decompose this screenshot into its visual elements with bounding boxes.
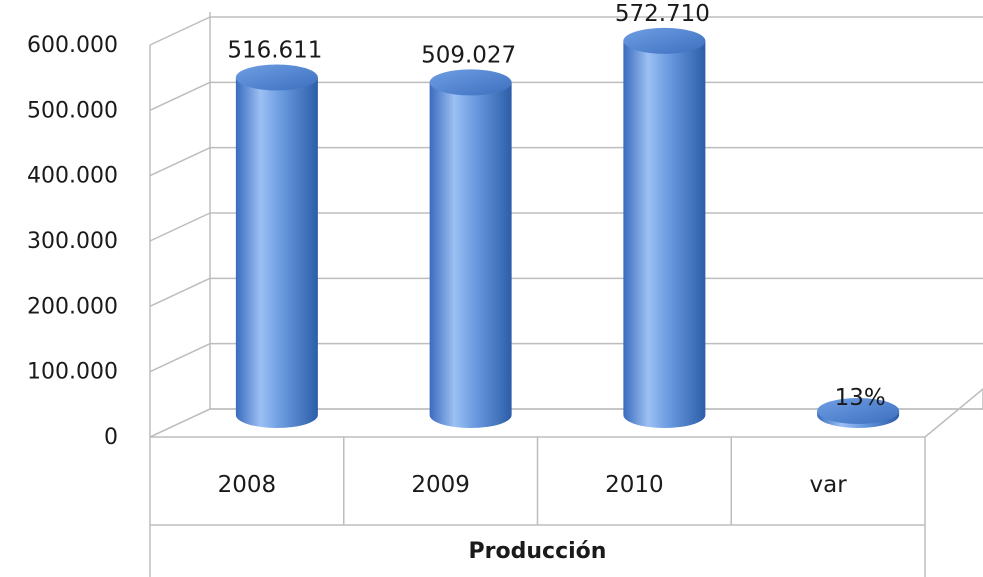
bar-top [817, 398, 900, 424]
y-tick-label: 300.000 [27, 229, 118, 254]
bar-top [623, 27, 706, 54]
y-tick-label: 400.000 [27, 164, 118, 189]
gridline-depth [149, 277, 211, 308]
x-axis-table: 2008 2009 2010 var Producción [149, 437, 926, 577]
bar-2008 [235, 64, 318, 429]
y-axis-ticks: 0 100.000 200.000 300.000 400.000 500.000 600.… [27, 33, 118, 450]
y-tick-label: 0 [104, 425, 118, 450]
data-label: 509.027 [421, 42, 516, 68]
y-tick-label: 600.000 [27, 33, 118, 58]
x-tick-label: 2008 [218, 472, 277, 498]
bar-body [429, 82, 512, 429]
gridline-depth [149, 16, 211, 46]
bars [235, 27, 900, 429]
bar-body [235, 77, 318, 429]
x-tick-label: var [810, 472, 848, 498]
data-label: 13% [835, 385, 886, 411]
y-tick-label: 500.000 [27, 98, 118, 123]
data-labels: 516.611 509.027 572.710 13% [227, 1, 885, 411]
x-axis-label: Producción [469, 539, 607, 564]
gridline-depth [149, 212, 211, 242]
data-label: 516.611 [227, 37, 322, 63]
x-tick-label: 2010 [605, 472, 664, 498]
y-tick-label: 200.000 [27, 294, 118, 319]
gridline-depth [149, 81, 211, 112]
data-label: 572.710 [615, 1, 710, 27]
bar-top [429, 69, 512, 96]
gridline-depth [149, 342, 211, 373]
bar-var [817, 398, 900, 428]
gridline-depth [149, 146, 211, 177]
y-tick-label: 100.000 [27, 360, 118, 385]
bar-top [235, 64, 318, 91]
bar-2010 [623, 27, 706, 429]
bar-body [623, 40, 706, 429]
gridline-depth [149, 408, 211, 438]
bar-2009 [429, 69, 512, 429]
x-tick-label: 2009 [411, 472, 470, 498]
